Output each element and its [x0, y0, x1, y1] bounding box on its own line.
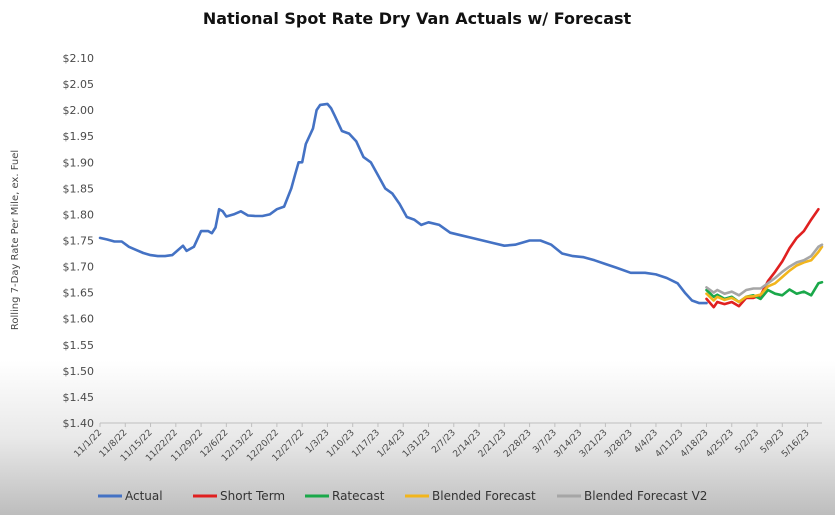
y-tick-label: $1.40 [63, 417, 95, 430]
y-tick-label: $2.00 [63, 104, 95, 117]
series-line-blended-forecast [705, 245, 824, 304]
y-tick-label: $1.50 [63, 365, 95, 378]
series-line-actual [98, 102, 708, 305]
y-tick-label: $1.90 [63, 156, 95, 169]
legend-label-blended-forecast-v2: Blended Forecast V2 [584, 489, 707, 503]
series-layer [98, 102, 824, 309]
x-tick-label: 1/31/23 [401, 428, 433, 460]
y-axis-ticks: $1.40 $1.45 $1.50 $1.55 $1.60 $1.65 $1.70 $1.75… [63, 52, 95, 430]
y-tick-label: $2.05 [63, 78, 95, 91]
y-tick-label: $1.95 [63, 130, 95, 143]
y-tick-label: $1.75 [63, 235, 95, 248]
legend: Actual Short Term Ratecast Blended Forecast… [98, 489, 707, 503]
x-tick-label: 2/28/23 [502, 428, 534, 460]
x-tick-label: 4/25/23 [704, 428, 736, 460]
x-tick-label: 3/28/23 [603, 428, 635, 460]
legend-label-blended-forecast: Blended Forecast [432, 489, 536, 503]
y-tick-label: $1.55 [63, 339, 95, 352]
x-axis-ticks: 11/1/2211/8/2211/15/2211/22/2211/29/2212… [73, 423, 812, 464]
x-tick-label: 5/16/23 [780, 428, 812, 460]
x-tick-label: 5/2/23 [734, 428, 762, 456]
legend-label-ratecast: Ratecast [332, 489, 385, 503]
y-tick-label: $1.85 [63, 182, 95, 195]
y-tick-label: $1.70 [63, 261, 95, 274]
legend-label-actual: Actual [125, 489, 163, 503]
chart-title: National Spot Rate Dry Van Actuals w/ Fo… [203, 9, 632, 28]
legend-label-short-term: Short Term [220, 489, 285, 503]
y-tick-label: $1.60 [63, 313, 95, 326]
series-line-blended-forecast-v2 [705, 243, 824, 297]
y-tick-label: $1.65 [63, 287, 95, 300]
y-tick-label: $1.45 [63, 391, 95, 404]
y-tick-label: $1.80 [63, 208, 95, 221]
y-axis-label: Rolling 7-Day Rate Per Mile, ex. Fuel [10, 150, 21, 330]
y-tick-label: $2.10 [63, 52, 95, 65]
